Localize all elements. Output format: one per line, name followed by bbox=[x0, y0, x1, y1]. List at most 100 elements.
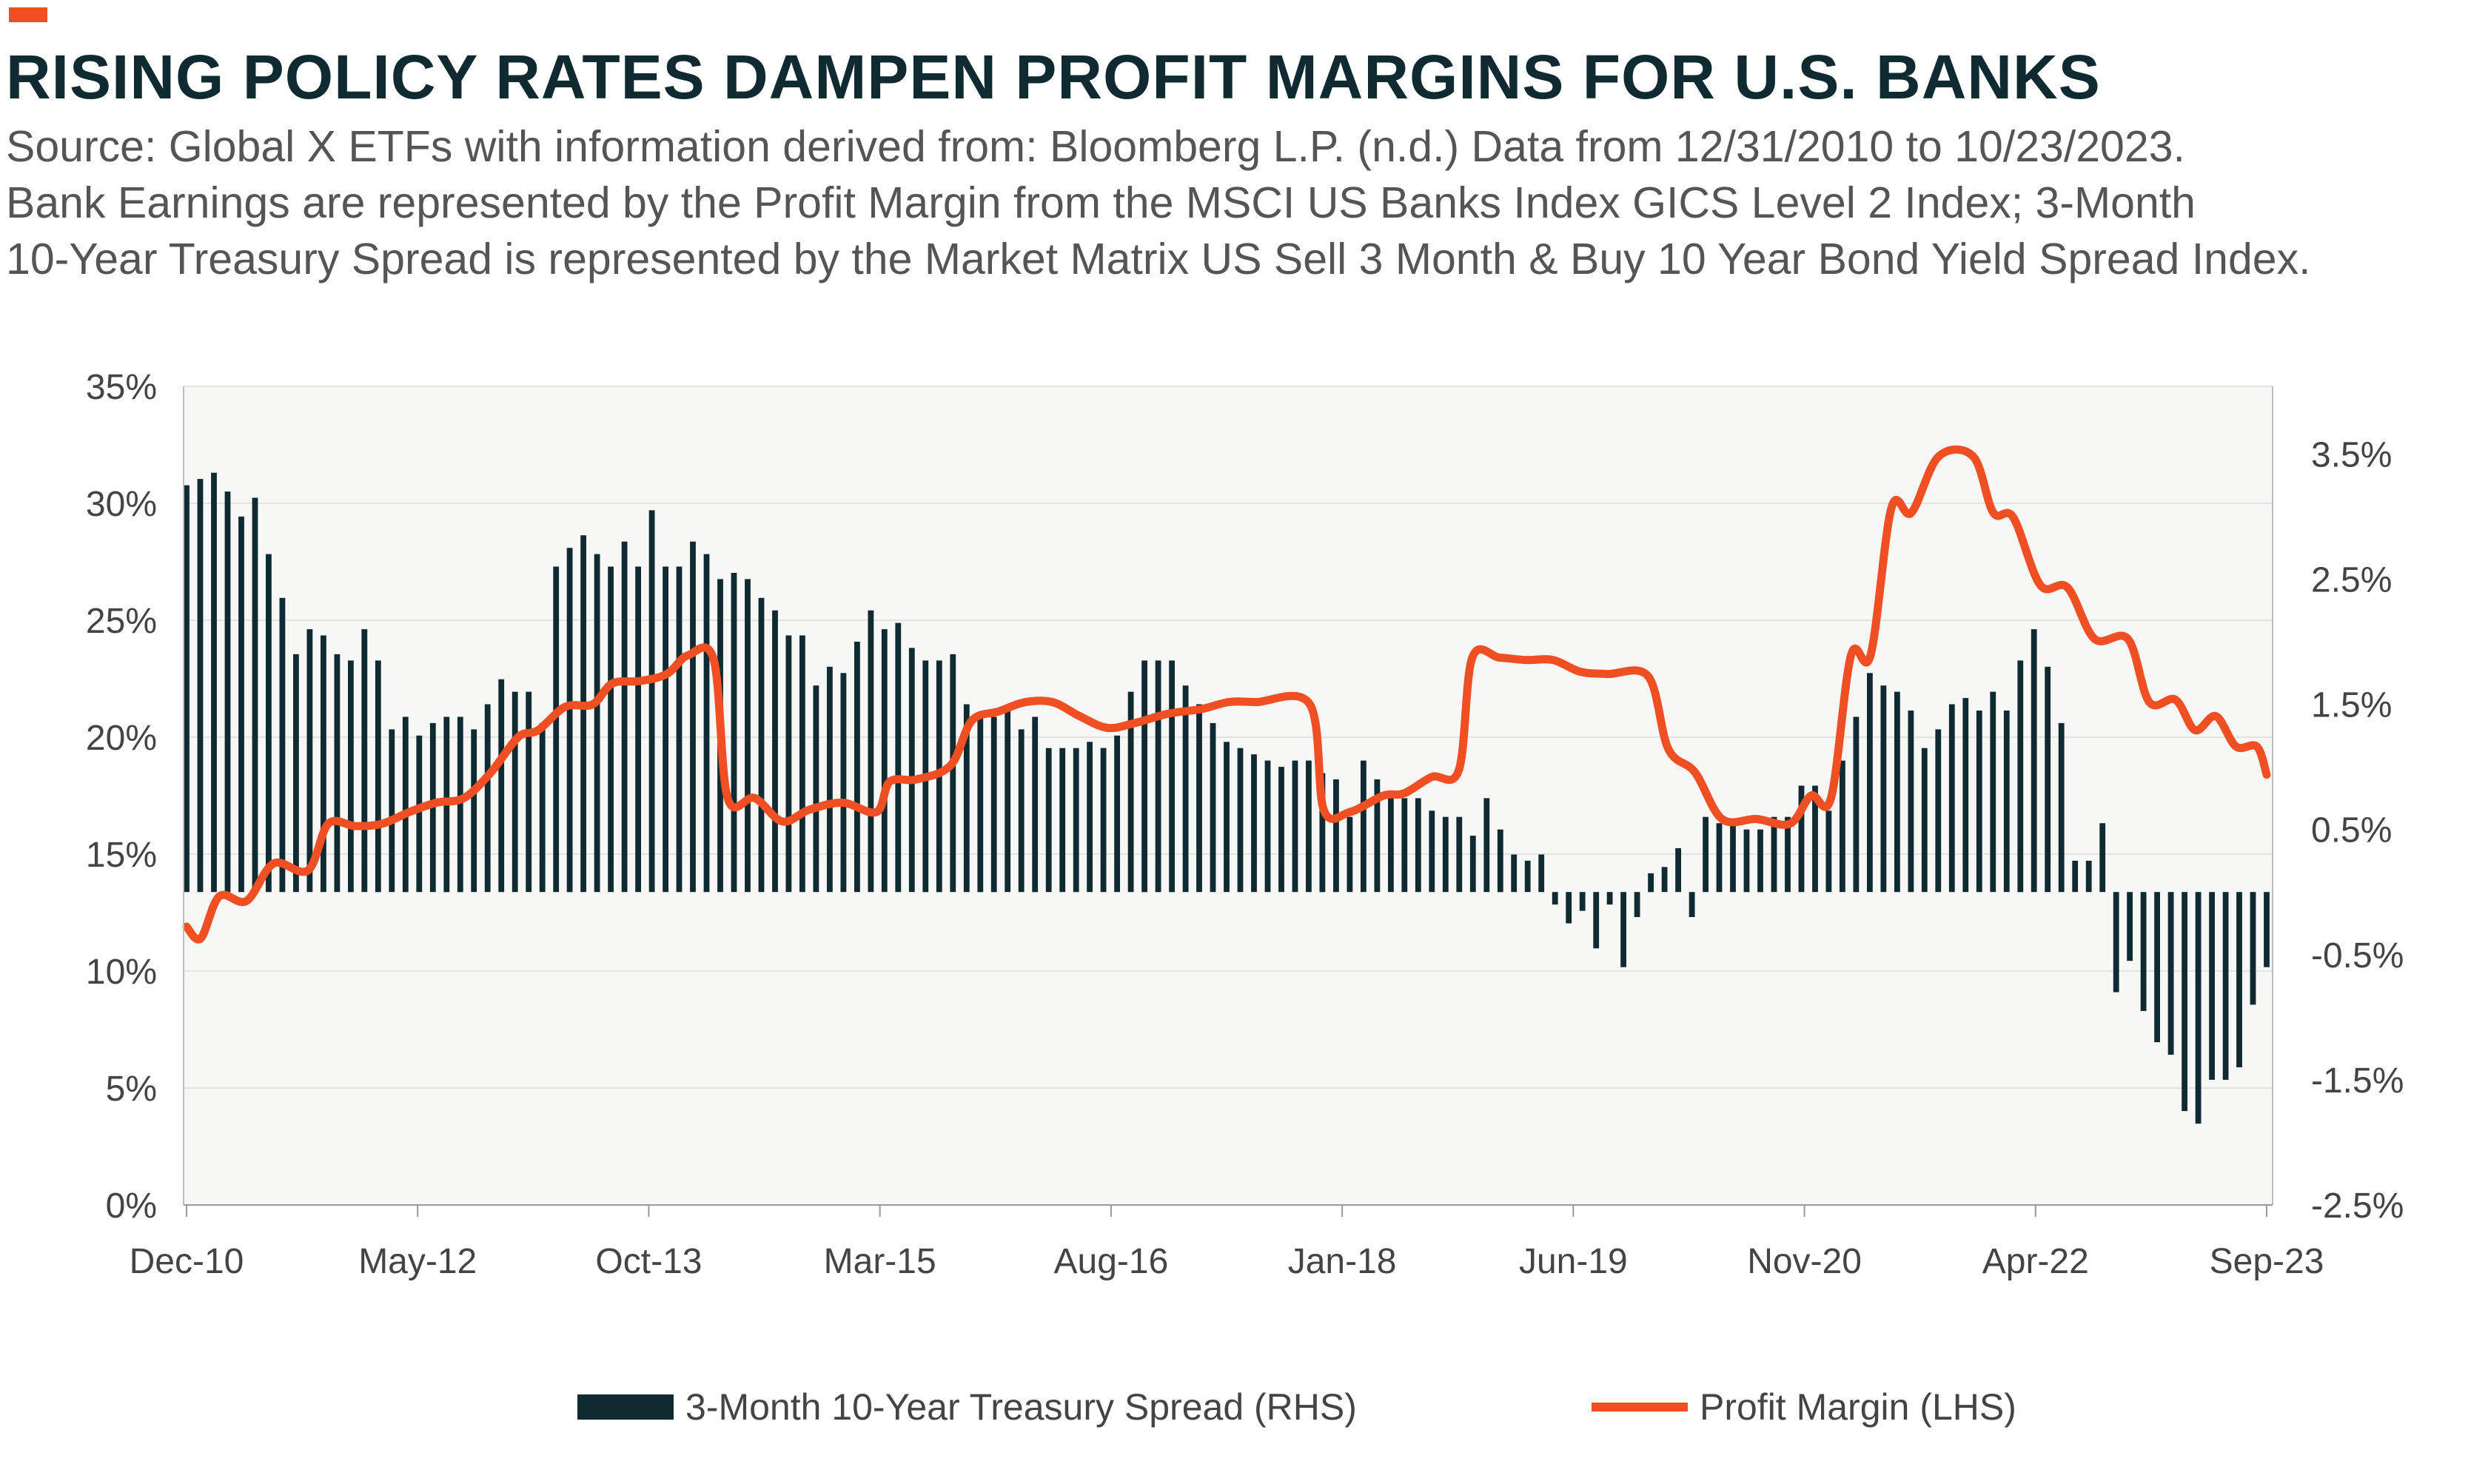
spread-bar bbox=[1894, 691, 1900, 893]
spread-bar bbox=[498, 679, 505, 893]
spread-bar bbox=[1634, 892, 1640, 917]
spread-bar bbox=[1347, 816, 1353, 893]
spread-bar bbox=[1333, 779, 1339, 893]
legend-label-profit-margin: Profit Margin (LHS) bbox=[1700, 1386, 2016, 1428]
spread-bar bbox=[306, 629, 313, 893]
spread-bar bbox=[881, 629, 888, 893]
spread-bar bbox=[1361, 760, 1367, 893]
spread-bar bbox=[868, 610, 874, 893]
spread-bar bbox=[1990, 691, 1996, 893]
spread-bar bbox=[1689, 892, 1695, 917]
spread-bar bbox=[211, 472, 217, 893]
spread-bar bbox=[1087, 742, 1093, 893]
spread-bar bbox=[2113, 892, 2119, 993]
spread-bar bbox=[2167, 892, 2174, 1055]
spread-bar bbox=[1005, 711, 1011, 893]
spread-bar bbox=[1306, 760, 1312, 893]
spread-bar bbox=[2140, 892, 2147, 1011]
spread-bar bbox=[2085, 860, 2092, 893]
spread-bar bbox=[238, 516, 244, 893]
spread-bar bbox=[758, 597, 765, 893]
left-axis-tick: 10% bbox=[86, 953, 157, 992]
spread-bar bbox=[703, 554, 710, 893]
spread-bar bbox=[1976, 711, 1982, 893]
x-axis-tick: Dec-10 bbox=[130, 1242, 244, 1281]
spread-bar bbox=[348, 660, 354, 893]
spread-bar bbox=[1730, 823, 1736, 893]
spread-bar bbox=[799, 635, 805, 893]
spread-bar bbox=[389, 729, 395, 893]
spread-bar bbox=[840, 673, 847, 893]
spread-bar bbox=[1703, 816, 1709, 893]
spread-bar bbox=[402, 716, 409, 893]
right-axis-tick: 2.5% bbox=[2311, 560, 2392, 600]
spread-bar bbox=[526, 691, 532, 893]
spread-bar bbox=[1032, 716, 1039, 893]
spread-bar bbox=[1456, 816, 1463, 893]
spread-bar bbox=[621, 541, 628, 893]
x-axis-tick: May-12 bbox=[358, 1242, 477, 1281]
spread-bar bbox=[1278, 767, 1284, 893]
spread-bar bbox=[512, 691, 518, 893]
spread-bar bbox=[1771, 816, 1777, 893]
spread-bar bbox=[2017, 660, 2024, 893]
spread-bar bbox=[2058, 722, 2065, 893]
spread-bar bbox=[1114, 735, 1120, 893]
spread-bar bbox=[648, 510, 655, 893]
spread-bar bbox=[1579, 892, 1586, 911]
spread-bar bbox=[1442, 816, 1449, 893]
brand-accent-bar bbox=[9, 7, 47, 22]
spread-bar bbox=[2182, 892, 2187, 1112]
spread-bar bbox=[594, 554, 600, 893]
spread-bar bbox=[1497, 829, 1503, 893]
right-axis-tick: -0.5% bbox=[2311, 936, 2404, 976]
spread-bar bbox=[2195, 892, 2202, 1124]
legend-label-spread: 3-Month 10-Year Treasury Spread (RHS) bbox=[685, 1386, 1357, 1428]
spread-bar bbox=[553, 566, 560, 893]
spread-bar bbox=[1593, 892, 1600, 949]
spread-bar bbox=[1292, 760, 1298, 893]
spread-bar bbox=[1661, 867, 1668, 893]
spread-bar bbox=[690, 541, 696, 893]
legend: 3-Month 10-Year Treasury Spread (RHS) Pr… bbox=[577, 1386, 2016, 1428]
spread-bar bbox=[2236, 892, 2242, 1067]
x-axis-tick: Jun-19 bbox=[1519, 1242, 1628, 1281]
legend-bar-swatch bbox=[577, 1394, 674, 1420]
spread-bar bbox=[1716, 823, 1723, 893]
right-axis-tick: 3.5% bbox=[2311, 435, 2392, 474]
spread-bar bbox=[1675, 848, 1681, 893]
spread-bar bbox=[676, 566, 683, 893]
spread-bar bbox=[1743, 829, 1750, 893]
spread-bar bbox=[1196, 704, 1202, 893]
spread-bar bbox=[1155, 660, 1161, 893]
spread-bar bbox=[252, 497, 258, 893]
spread-bar bbox=[950, 654, 956, 893]
chart-title: RISING POLICY RATES DAMPEN PROFIT MARGIN… bbox=[6, 42, 2101, 112]
spread-bar bbox=[1798, 785, 1805, 893]
spread-bar bbox=[1552, 892, 1558, 905]
spread-bar bbox=[1812, 785, 1818, 893]
left-axis-tick: 30% bbox=[86, 485, 157, 524]
right-axis-tick: 0.5% bbox=[2311, 811, 2392, 850]
spread-bar bbox=[1415, 798, 1421, 893]
spread-bar bbox=[1867, 673, 1873, 893]
spread-bar bbox=[813, 685, 819, 893]
spread-bar bbox=[293, 654, 299, 893]
spread-bar bbox=[1840, 760, 1845, 893]
spread-bar bbox=[1757, 829, 1763, 893]
source-line: Bank Earnings are represented by the Pro… bbox=[6, 178, 2196, 227]
spread-bar bbox=[2031, 629, 2037, 893]
spread-bar bbox=[2127, 892, 2133, 961]
spread-bar bbox=[1785, 816, 1791, 893]
spread-bar bbox=[608, 566, 614, 893]
spread-bar bbox=[1059, 748, 1066, 893]
spread-bar bbox=[1853, 716, 1860, 893]
spread-bar bbox=[197, 479, 204, 893]
spread-bar bbox=[471, 729, 477, 893]
spread-bar bbox=[1319, 773, 1326, 893]
spread-bar bbox=[1962, 698, 1969, 893]
left-axis-tick: 15% bbox=[86, 836, 157, 875]
spread-bar bbox=[1264, 760, 1271, 893]
x-axis-tick: Jan-18 bbox=[1288, 1242, 1397, 1281]
